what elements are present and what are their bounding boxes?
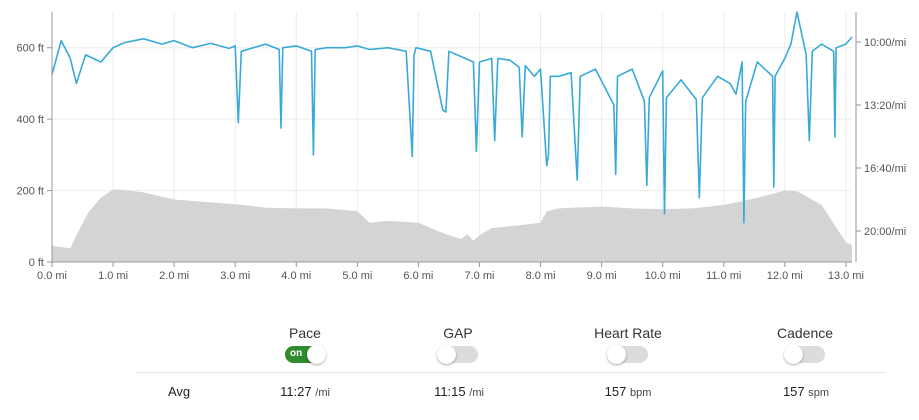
pace-label: Pace [289,325,321,341]
divider [135,372,886,373]
toggle-knob [437,345,456,364]
chart-axes [47,12,861,267]
x-axis-ticks: 0.0 mi 1.0 mi 2.0 mi 3.0 mi 4.0 mi 5.0 mi 6.0 … [37,270,864,282]
avg-pace: 11:27 /mi [235,384,375,399]
avg-cadence-value: 157 [782,384,805,399]
x-tick-label: 4.0 mi [281,270,311,282]
y-left-ticks: 0 ft 200 ft 400 ft 600 ft [16,43,44,269]
y-left-tick-label: 400 ft [16,114,44,126]
pace-line [51,11,853,224]
y-right-ticks: 10:00/mi 13:20/mi 16:40/mi 20:00/mi [864,37,906,238]
x-tick-label: 0.0 mi [37,270,67,282]
x-tick-label: 1.0 mi [98,270,128,282]
y-right-tick-label: 20:00/mi [864,226,906,238]
gap-control: GAP [398,325,518,368]
pace-toggle[interactable]: on [285,345,326,364]
cadence-toggle[interactable] [784,345,825,364]
x-tick-label: 5.0 mi [342,270,372,282]
gap-toggle[interactable] [437,345,478,364]
toggle-knob [607,345,626,364]
toggle-knob [784,345,803,364]
cadence-label: Cadence [776,325,834,341]
avg-hr-unit: bpm [629,387,652,399]
pace-toggle-state: on [290,348,303,359]
gap-label: GAP [443,325,473,341]
heart-rate-label: Heart Rate [594,325,662,341]
avg-gap: 11:15 /mi [389,384,529,399]
elevation-pace-chart[interactable]: 0.0 mi 1.0 mi 2.0 mi 3.0 mi 4.0 mi 5.0 mi 6.0 … [0,0,919,300]
cadence-control: Cadence [745,325,865,368]
x-tick-label: 7.0 mi [464,270,494,282]
avg-heart-rate: 157 bpm [558,384,698,399]
elevation-area [52,189,852,262]
y-left-tick-label: 0 ft [29,257,44,269]
avg-gap-value: 11:15 [434,384,466,399]
y-right-tick-label: 13:20/mi [864,100,906,112]
x-tick-label: 11.0 mi [706,270,741,282]
averages-row: Avg 11:27 /mi 11:15 /mi 157 bpm 157 spm [0,384,919,404]
toggle-knob [307,345,326,364]
x-tick-label: 3.0 mi [220,270,250,282]
avg-cadence-unit: spm [808,387,830,399]
y-right-tick-label: 10:00/mi [864,37,906,49]
avg-label: Avg [168,384,191,399]
x-tick-label: 2.0 mi [159,270,189,282]
y-right-tick-label: 16:40/mi [864,163,906,175]
x-tick-label: 10.0 mi [645,270,681,282]
x-tick-label: 12.0 mi [767,270,803,282]
avg-hr-value: 157 [604,384,627,399]
x-tick-label: 9.0 mi [587,270,617,282]
x-tick-label: 8.0 mi [526,270,556,282]
metric-toggles: Pace on GAP Heart Rate Cadence [0,325,919,365]
avg-cadence: 157 spm [736,384,876,399]
y-left-tick-label: 600 ft [16,43,44,55]
x-tick-label: 13.0 mi [828,270,864,282]
x-tick-label: 6.0 mi [403,270,433,282]
y-left-tick-label: 200 ft [16,186,44,198]
avg-gap-unit: /mi [469,387,484,399]
avg-pace-unit: /mi [315,387,330,399]
pace-control: Pace on [245,325,365,368]
heart-rate-control: Heart Rate [568,325,688,368]
heart-rate-toggle[interactable] [607,345,648,364]
avg-pace-value: 11:27 [280,384,312,399]
